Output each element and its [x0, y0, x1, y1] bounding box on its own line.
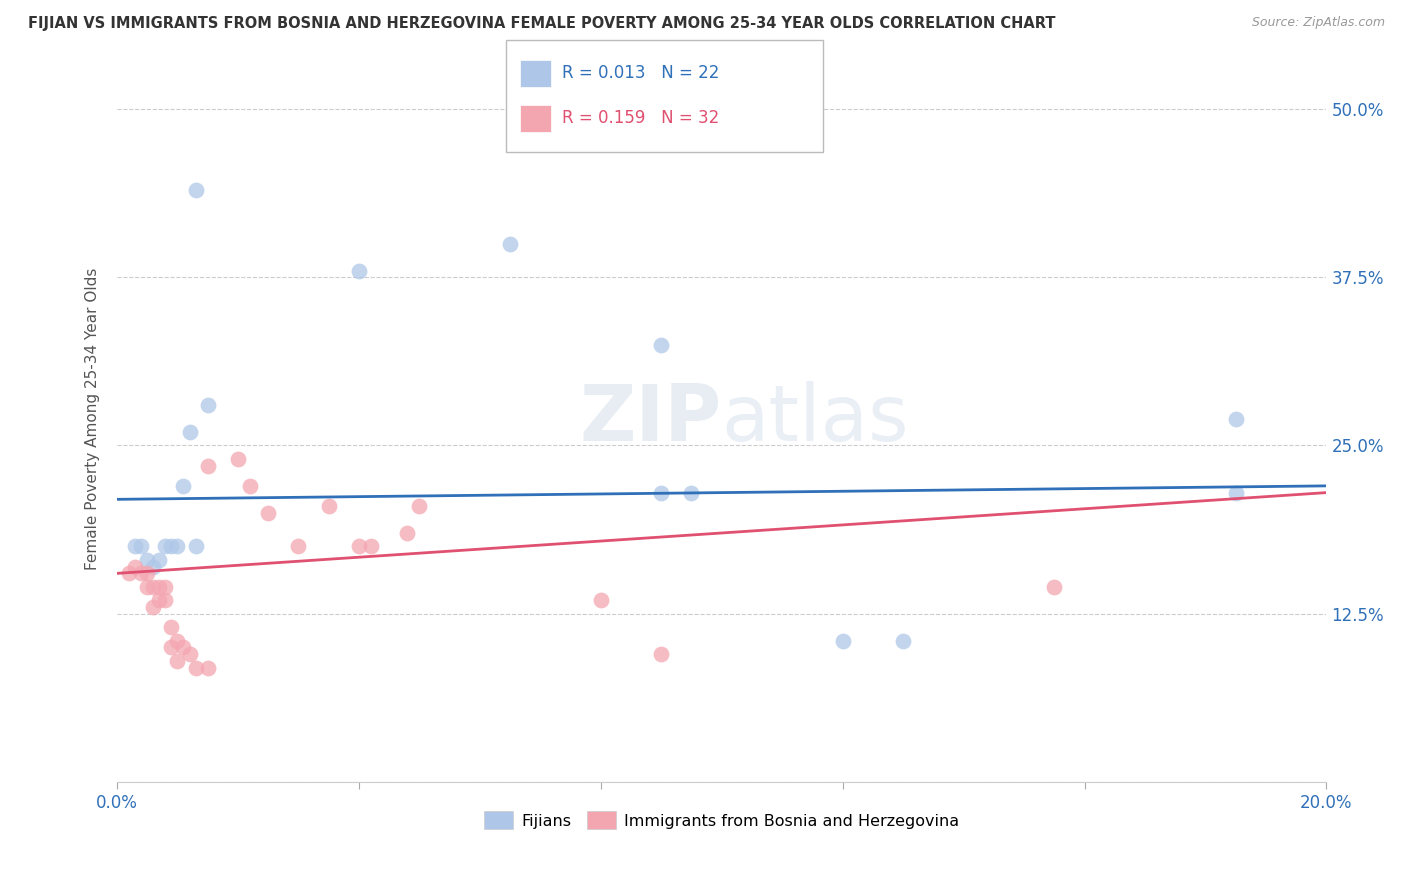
Text: atlas: atlas — [721, 381, 910, 457]
Text: R = 0.013   N = 22: R = 0.013 N = 22 — [562, 64, 720, 82]
Point — [166, 654, 188, 668]
Point — [155, 580, 177, 594]
Y-axis label: Female Poverty Among 25-34 Year Olds: Female Poverty Among 25-34 Year Olds — [86, 268, 100, 570]
Point — [499, 236, 522, 251]
Text: Source: ZipAtlas.com: Source: ZipAtlas.com — [1251, 16, 1385, 29]
Point — [589, 593, 612, 607]
Point — [136, 553, 159, 567]
Text: ZIP: ZIP — [579, 381, 721, 457]
Point — [155, 593, 177, 607]
Point — [124, 540, 146, 554]
Point — [239, 479, 262, 493]
Point — [148, 593, 170, 607]
Point — [650, 485, 672, 500]
Point — [408, 499, 430, 513]
Point — [1225, 411, 1247, 425]
Point — [136, 580, 159, 594]
Text: R = 0.159   N = 32: R = 0.159 N = 32 — [562, 110, 720, 128]
Point — [129, 540, 152, 554]
Point — [166, 633, 188, 648]
Point — [197, 398, 219, 412]
Point — [179, 425, 201, 439]
Point — [142, 600, 165, 615]
Point — [173, 479, 195, 493]
Point — [347, 540, 370, 554]
Point — [226, 452, 249, 467]
Point — [257, 506, 280, 520]
Point — [396, 526, 419, 541]
Point — [184, 660, 207, 674]
Text: FIJIAN VS IMMIGRANTS FROM BOSNIA AND HERZEGOVINA FEMALE POVERTY AMONG 25-34 YEAR: FIJIAN VS IMMIGRANTS FROM BOSNIA AND HER… — [28, 16, 1056, 31]
Point — [160, 640, 183, 655]
Point — [160, 620, 183, 634]
Point — [148, 580, 170, 594]
Point — [129, 566, 152, 581]
Point — [650, 647, 672, 661]
Point — [1225, 485, 1247, 500]
Point — [166, 540, 188, 554]
Point — [681, 485, 703, 500]
Point — [142, 580, 165, 594]
Point — [1043, 580, 1066, 594]
Point — [831, 633, 853, 648]
Point — [148, 553, 170, 567]
Point — [142, 559, 165, 574]
Point — [160, 540, 183, 554]
Point — [360, 540, 382, 554]
Point — [891, 633, 914, 648]
Point — [136, 566, 159, 581]
Legend: Fijians, Immigrants from Bosnia and Herzegovina: Fijians, Immigrants from Bosnia and Herz… — [478, 805, 966, 836]
Point — [179, 647, 201, 661]
Point — [650, 337, 672, 351]
Point — [287, 540, 309, 554]
Point — [124, 559, 146, 574]
Point — [347, 263, 370, 277]
Point — [184, 540, 207, 554]
Point — [318, 499, 340, 513]
Point — [155, 540, 177, 554]
Point — [197, 660, 219, 674]
Point — [173, 640, 195, 655]
Point — [197, 458, 219, 473]
Point — [118, 566, 141, 581]
Point — [184, 183, 207, 197]
